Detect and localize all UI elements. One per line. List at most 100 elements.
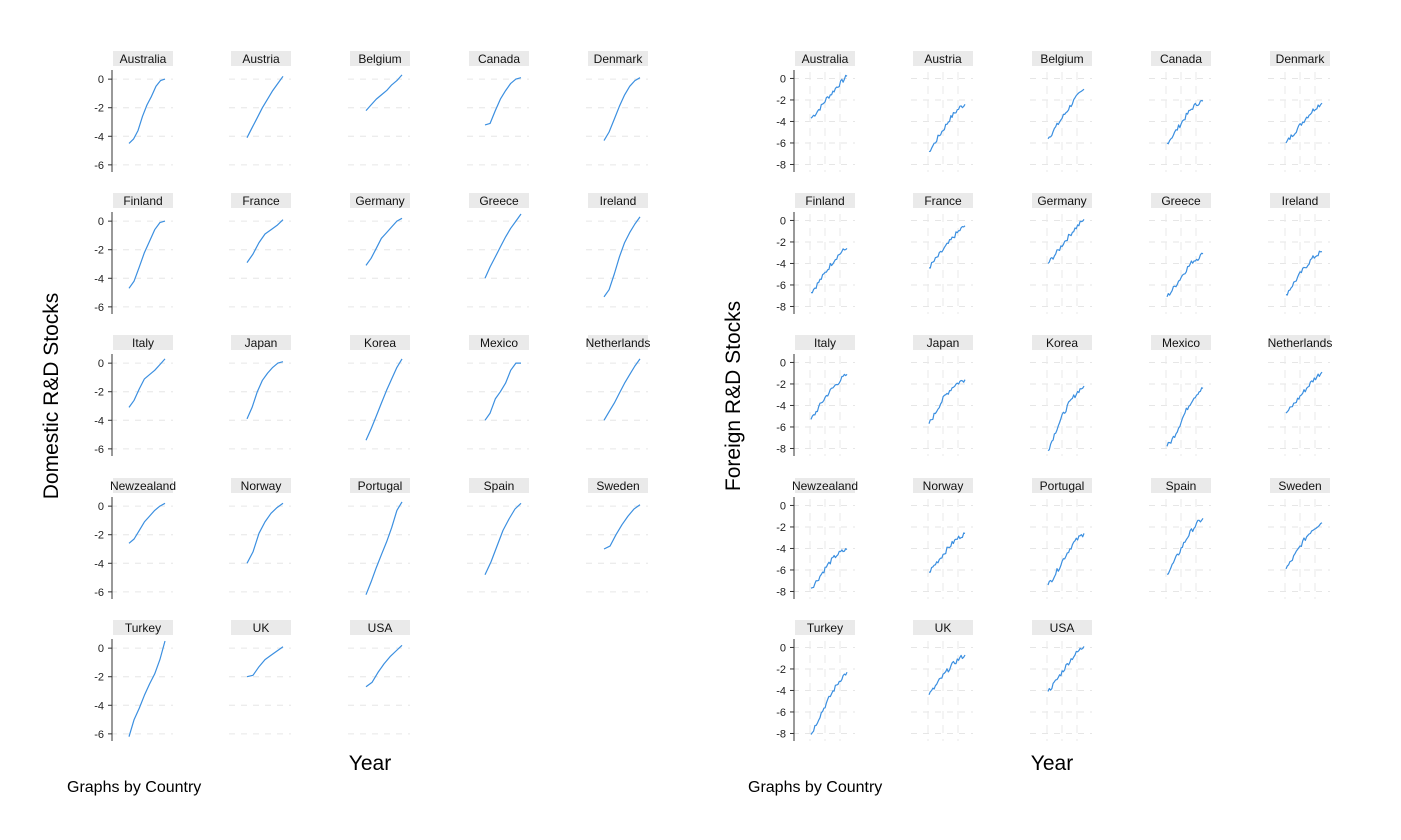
series-line bbox=[365, 501, 403, 595]
y-tick-label: -4 bbox=[94, 415, 104, 427]
panel-title: Sweden bbox=[1278, 479, 1321, 493]
y-tick-label: 0 bbox=[98, 74, 104, 86]
panel-title: Newzealand bbox=[110, 479, 176, 493]
y-tick-label: -6 bbox=[94, 729, 104, 741]
series-line bbox=[484, 362, 521, 421]
series-line bbox=[128, 502, 166, 544]
panel-title: Korea bbox=[1046, 336, 1078, 350]
foreign-panel-canada: Canada bbox=[1149, 51, 1211, 172]
domestic-panel-greece: Greece bbox=[467, 193, 529, 308]
domestic-panel-finland: Finland 0 -2 -4 -6 bbox=[94, 193, 173, 314]
panel-title: Netherlands bbox=[586, 336, 651, 350]
panel-title-background bbox=[913, 51, 973, 66]
panel-title: Turkey bbox=[125, 621, 161, 635]
panel-title-background bbox=[1151, 335, 1211, 350]
panel-title-background bbox=[588, 51, 648, 66]
foreign-panel-spain: Spain bbox=[1149, 478, 1211, 599]
y-tick-label: -8 bbox=[776, 443, 786, 455]
panel-title-background bbox=[1270, 478, 1330, 493]
domestic-panel-usa: USA bbox=[348, 620, 410, 735]
foreign-panel-japan: Japan bbox=[911, 335, 973, 456]
panel-title-background bbox=[113, 478, 173, 493]
panel-title-background bbox=[913, 478, 973, 493]
y-tick-label: -8 bbox=[776, 301, 786, 313]
panel-title-background bbox=[113, 193, 173, 208]
domestic-rd-figure: Domestic R&D Stocks Year Graphs by Count… bbox=[40, 51, 650, 796]
panel-title-background bbox=[588, 478, 648, 493]
domestic-panel-mexico: Mexico bbox=[467, 335, 529, 450]
series-line bbox=[603, 504, 641, 550]
y-tick-label: -6 bbox=[94, 587, 104, 599]
y-tick-label: -4 bbox=[94, 700, 104, 712]
panel-title-background bbox=[113, 335, 173, 350]
panel-title-background bbox=[1270, 335, 1330, 350]
foreign-panel-finland: Finland 0 -2 -4 -6 -8 bbox=[776, 193, 855, 314]
foreign-panel-sweden: Sweden bbox=[1268, 478, 1330, 599]
y-tick-label: -2 bbox=[776, 237, 786, 249]
series-line bbox=[1047, 533, 1085, 586]
series-line bbox=[246, 361, 284, 420]
panel-title: Australia bbox=[120, 52, 167, 66]
domestic-panel-uk: UK bbox=[229, 620, 291, 735]
series-line bbox=[603, 216, 641, 298]
y-tick-label: 0 bbox=[780, 500, 786, 512]
series-line bbox=[1047, 88, 1085, 140]
y-tick-label: -4 bbox=[776, 258, 786, 270]
foreign-panel-usa: USA bbox=[1030, 620, 1092, 741]
panel-title-background bbox=[350, 51, 410, 66]
panel-title: Finland bbox=[805, 194, 844, 208]
y-tick-label: 0 bbox=[780, 642, 786, 654]
series-line bbox=[246, 219, 284, 263]
panel-title: Korea bbox=[364, 336, 396, 350]
series-line bbox=[484, 213, 522, 279]
y-tick-label: -6 bbox=[776, 280, 786, 292]
panel-title-background bbox=[1270, 193, 1330, 208]
panel-title-background bbox=[1151, 478, 1211, 493]
panel-title-background bbox=[913, 620, 973, 635]
panel-title-background bbox=[795, 620, 855, 635]
panel-title: USA bbox=[368, 621, 393, 635]
left-xlabel: Year bbox=[349, 752, 391, 775]
panel-title-background bbox=[795, 335, 855, 350]
y-tick-label: -4 bbox=[776, 116, 786, 128]
panel-title-background bbox=[795, 193, 855, 208]
series-line bbox=[1047, 385, 1085, 452]
panel-title: Ireland bbox=[1282, 194, 1319, 208]
foreign-panel-turkey: Turkey 0 -2 -4 -6 -8 bbox=[776, 620, 855, 741]
foreign-panel-portugal: Portugal bbox=[1030, 478, 1092, 599]
foreign-panel-mexico: Mexico bbox=[1149, 335, 1211, 456]
domestic-panel-denmark: Denmark bbox=[586, 51, 648, 166]
series-line bbox=[128, 78, 166, 144]
domestic-panel-newzealand: Newzealand 0 -2 -4 -6 bbox=[94, 478, 176, 599]
domestic-panel-spain: Spain bbox=[467, 478, 529, 593]
foreign-panel-austria: Austria bbox=[911, 51, 973, 172]
y-tick-label: -2 bbox=[776, 95, 786, 107]
series-line bbox=[1285, 102, 1323, 144]
y-tick-label: -2 bbox=[776, 664, 786, 676]
foreign-panel-netherlands: Netherlands bbox=[1268, 335, 1332, 456]
series-line bbox=[1047, 219, 1085, 264]
panel-title: Italy bbox=[132, 336, 154, 350]
right-note: Graphs by Country bbox=[748, 779, 882, 796]
foreign-panel-france: France bbox=[911, 193, 973, 314]
panel-title: Norway bbox=[241, 479, 282, 493]
y-tick-label: -4 bbox=[94, 558, 104, 570]
y-tick-label: -6 bbox=[94, 160, 104, 172]
y-tick-label: -2 bbox=[94, 245, 104, 257]
foreign-panel-ireland: Ireland bbox=[1268, 193, 1330, 314]
y-tick-label: 0 bbox=[98, 358, 104, 370]
panel-title: Norway bbox=[923, 479, 964, 493]
panel-title: Austria bbox=[924, 52, 962, 66]
y-tick-label: -4 bbox=[776, 543, 786, 555]
series-line bbox=[928, 103, 966, 153]
panel-title: Japan bbox=[245, 336, 278, 350]
domestic-panel-canada: Canada bbox=[467, 51, 529, 166]
panel-title-background bbox=[469, 478, 529, 493]
y-tick-label: -6 bbox=[776, 707, 786, 719]
series-line bbox=[603, 358, 641, 421]
series-line bbox=[929, 532, 966, 573]
panel-title: Belgium bbox=[1040, 52, 1083, 66]
domestic-panel-italy: Italy 0 -2 -4 -6 bbox=[94, 335, 173, 456]
panel-title-background bbox=[231, 51, 291, 66]
y-tick-label: -2 bbox=[776, 379, 786, 391]
